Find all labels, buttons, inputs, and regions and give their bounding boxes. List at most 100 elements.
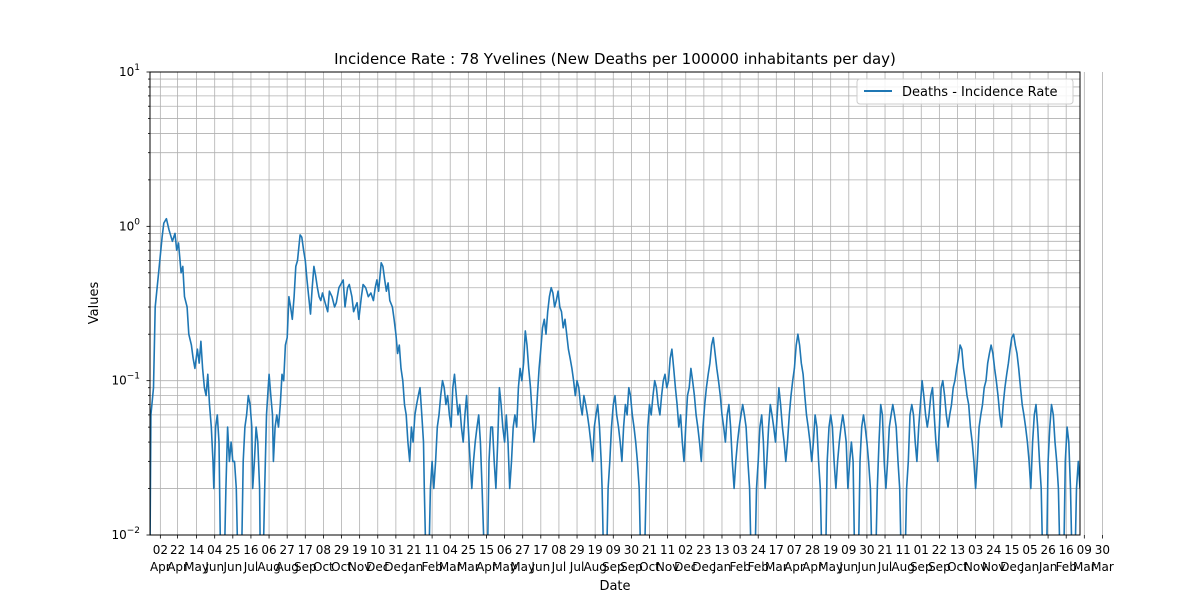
x-tick-label: 23 [696,543,711,557]
x-tick-label: 08 [316,543,331,557]
x-tick-label: 25 [461,543,476,557]
x-tick-label: 24 [986,543,1001,557]
x-tick-label: 21 [406,543,421,557]
x-tick-label-month: Mar [457,560,480,574]
x-tick-label-month: Apr [784,560,805,574]
x-tick-label-month: May [818,560,843,574]
x-tick-label: 05 [1022,543,1037,557]
grid-lines [150,71,1103,536]
x-tick-label-month: Oct [639,560,660,574]
x-tick-label-month: Nov [656,560,679,574]
x-tick-label-month: Jan [404,560,424,574]
chart-title: Incidence Rate : 78 Yvelines (New Deaths… [334,50,896,68]
y-tick-label: 10−1 [111,372,140,388]
x-tick-label: 11 [424,543,439,557]
x-tick-label: 06 [497,543,512,557]
y-tick-label: 101 [119,63,140,79]
x-tick-label-month: Jul [551,560,566,574]
plot-frame [149,71,1081,536]
x-tick-label: 08 [551,543,566,557]
x-tick-label: 06 [261,543,276,557]
x-tick-label-month: Dec [366,560,389,574]
x-tick-label: 11 [896,543,911,557]
series-line-deaths-incidence-rate [150,217,1080,535]
x-tick-label: 01 [914,543,929,557]
x-tick-label-month: Nov [982,560,1005,574]
x-tick-label: 02 [678,543,693,557]
x-tick-label-month: Feb [748,560,769,574]
x-tick-label: 09 [606,543,621,557]
x-tick-label: 28 [805,543,820,557]
x-tick-label: 13 [714,543,729,557]
x-tick-label: 09 [1077,543,1092,557]
x-tick-label: 27 [280,543,295,557]
x-tick-label: 14 [189,543,204,557]
x-tick-label: 03 [732,543,747,557]
x-tick-label: 02 [153,543,168,557]
x-tick-label-month: Jun [204,560,224,574]
x-tick-label: 26 [1040,543,1055,557]
x-tick-label-month: May [184,560,209,574]
x-tick-label-month: Sep [910,560,933,574]
x-tick-label-month: Aug [257,560,280,574]
x-tick-label-month: Jun [857,560,877,574]
x-tick-label: 10 [370,543,385,557]
x-tick-label-month: May [492,560,517,574]
x-tick-label: 09 [841,543,856,557]
x-tick-label: 11 [660,543,675,557]
x-tick-label: 25 [225,543,240,557]
x-tick-label: 04 [443,543,458,557]
x-tick-label-month: Sep [294,560,317,574]
x-tick-label-month: Dec [384,560,407,574]
y-axis-ticks: 10−2 10−1 100 101 [111,63,150,542]
x-tick-label: 17 [298,543,313,557]
x-tick-label: 19 [588,543,603,557]
x-tick-label-month: Sep [928,560,951,574]
x-tick-label-month: Mar [1091,560,1114,574]
x-tick-label-month: Jun [838,560,858,574]
x-tick-label: 15 [1004,543,1019,557]
x-tick-label-month: Jul [569,560,584,574]
x-axis-ticks: 02Apr22Apr14May04Jun25Jun16Jul06Aug27Aug… [150,535,1114,574]
x-tick-label-month: Dec [1000,560,1023,574]
x-tick-label-month: Jun [530,560,550,574]
x-tick-label-month: Jul [877,560,892,574]
x-tick-label: 24 [751,543,766,557]
x-tick-label-month: Apr [476,560,497,574]
x-tick-label: 13 [950,543,965,557]
x-tick-label-month: Dec [674,560,697,574]
x-axis-label: Date [599,579,630,594]
x-tick-label: 29 [334,543,349,557]
y-tick-label: 100 [119,217,140,233]
x-tick-label-month: May [510,560,535,574]
x-tick-label-month: Jan [712,560,732,574]
x-tick-label-month: Mar [1073,560,1096,574]
x-tick-label-month: Sep [602,560,625,574]
x-tick-label-month: Mar [765,560,788,574]
x-tick-label: 17 [769,543,784,557]
x-tick-label-month: Jun [222,560,242,574]
series-layer [150,217,1080,535]
x-tick-label: 17 [533,543,548,557]
x-tick-label: 07 [787,543,802,557]
y-axis-label: Values [87,282,102,325]
x-tick-label: 16 [1059,543,1074,557]
x-tick-label-month: Feb [729,560,750,574]
x-tick-label: 15 [479,543,494,557]
legend-box [856,78,1074,105]
x-tick-label-month: Nov [348,560,371,574]
x-tick-label-month: Nov [964,560,987,574]
x-tick-label-month: Jul [243,560,258,574]
x-tick-label: 19 [823,543,838,557]
x-tick-label-month: Apr [802,560,823,574]
x-tick-label-month: Jan [1020,560,1040,574]
x-tick-label-month: Oct [331,560,352,574]
x-tick-label-month: Oct [313,560,334,574]
legend-label: Deaths - Incidence Rate [902,85,1057,100]
x-tick-label-month: Aug [891,560,914,574]
x-tick-label-month: Aug [583,560,606,574]
x-tick-label: 03 [968,543,983,557]
x-tick-label-month: Aug [275,560,298,574]
x-tick-label-month: Dec [692,560,715,574]
